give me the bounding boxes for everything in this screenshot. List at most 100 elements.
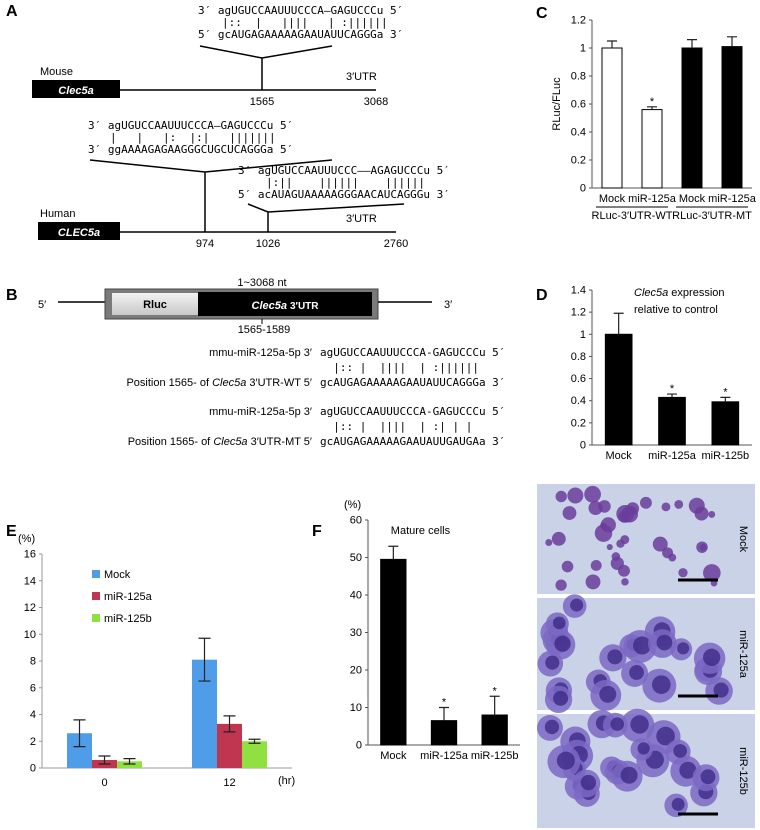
y-tick-label: 1.2 bbox=[571, 307, 586, 319]
cell bbox=[652, 536, 668, 552]
significance: * bbox=[650, 96, 655, 108]
pairing: |:|| |||||| |||||| bbox=[266, 176, 425, 189]
nucleus bbox=[673, 744, 688, 758]
error-bar bbox=[439, 706, 449, 721]
end-label: 3′ bbox=[444, 299, 452, 311]
nucleus bbox=[703, 648, 721, 666]
y-tick-label: 0.6 bbox=[571, 99, 586, 111]
gene-box bbox=[32, 80, 120, 98]
bar bbox=[242, 741, 267, 768]
label-part: Position 1565- of bbox=[126, 377, 212, 389]
y-tick-label: 30 bbox=[350, 627, 362, 639]
x-tick-label: miR-125a bbox=[420, 750, 469, 762]
position: 3068 bbox=[364, 96, 388, 108]
nucleus bbox=[552, 616, 566, 630]
error-bar bbox=[489, 695, 500, 715]
cell bbox=[594, 524, 613, 542]
x-tick-label: miR-125a bbox=[628, 193, 677, 205]
panel-label: B bbox=[6, 287, 18, 304]
micrographs: Mock miR-125a miR-125b bbox=[536, 484, 755, 828]
pairing: | | |: |:| ||||||| bbox=[110, 131, 276, 144]
y-tick-label: 60 bbox=[350, 515, 362, 527]
cell bbox=[590, 559, 602, 571]
micrograph-label: miR-125a bbox=[737, 630, 749, 679]
y-tick-label: 0.6 bbox=[571, 373, 586, 385]
error-bar bbox=[647, 106, 657, 110]
cell bbox=[618, 511, 630, 523]
species: Mouse bbox=[40, 66, 73, 78]
cell bbox=[584, 485, 601, 503]
nucleus bbox=[607, 649, 623, 665]
cell bbox=[611, 552, 621, 561]
nucleus bbox=[599, 685, 617, 703]
nucleus bbox=[671, 797, 685, 811]
error-bar bbox=[720, 396, 731, 402]
legend-label: Mock bbox=[104, 569, 131, 581]
y-tick-label: 40 bbox=[350, 590, 362, 602]
y-tick-label: 50 bbox=[350, 552, 362, 564]
row-label: mmu-miR-125a-5p 3′ bbox=[209, 347, 312, 359]
row-label: Position 1565- of Clec5a 3′UTR-MT 5′ bbox=[128, 436, 312, 448]
label-gene: Clec5a bbox=[212, 377, 246, 389]
nucleus bbox=[630, 715, 649, 734]
x-tick-label: miR-125b bbox=[701, 450, 749, 462]
site-label: 1565-1589 bbox=[238, 324, 291, 336]
y-tick-label: 2 bbox=[30, 736, 36, 748]
row-label: mmu-miR-125a-5p 3′ bbox=[209, 406, 312, 418]
alignment: mmu-miR-125a-5p 3′ agUGUCCAAUUUCCCA-GAGUC… bbox=[126, 346, 505, 448]
legend-label: miR-125a bbox=[104, 591, 153, 603]
utr-label: 3′UTR bbox=[346, 71, 377, 83]
nucleus bbox=[610, 717, 624, 731]
sequence: 3′ agUGUCCAAUUUCCCA–GAGUCCCu 5′ bbox=[198, 4, 403, 17]
nucleus bbox=[700, 769, 716, 785]
y-axis-label: (%) bbox=[344, 499, 361, 511]
cell bbox=[703, 564, 721, 582]
utr-box bbox=[198, 292, 372, 316]
nucleus bbox=[570, 598, 584, 612]
chart-title: relative to control bbox=[634, 304, 718, 316]
label-part: 3′UTR-MT 5′ bbox=[248, 436, 312, 448]
x-tick-label: 0 bbox=[101, 777, 107, 789]
cell bbox=[674, 499, 684, 509]
panel-label: C bbox=[536, 5, 548, 22]
connector bbox=[247, 203, 405, 232]
cell bbox=[661, 502, 671, 512]
connector bbox=[89, 159, 333, 232]
nucleus bbox=[545, 655, 560, 670]
panel-label: D bbox=[536, 287, 548, 304]
bar bbox=[380, 558, 407, 746]
x-tick-label: Mock bbox=[679, 193, 706, 205]
x-tick-label: Mock bbox=[606, 450, 633, 462]
y-tick-label: 0.2 bbox=[571, 417, 586, 429]
nucleus bbox=[677, 642, 690, 655]
bar bbox=[481, 714, 508, 746]
y-tick-label: 0 bbox=[356, 740, 362, 752]
x-tick-label: Mock bbox=[599, 193, 626, 205]
nucleus bbox=[652, 675, 671, 694]
y-tick-label: 6 bbox=[30, 682, 36, 694]
legend-label: miR-125b bbox=[104, 613, 152, 625]
cell bbox=[668, 553, 677, 562]
gene-box bbox=[38, 222, 120, 240]
sequence: 3′ ggAAAAGAGAAGGGCUGCUCAGGGa 5′ bbox=[88, 143, 293, 156]
panel-label: A bbox=[6, 3, 18, 20]
nucleus bbox=[556, 751, 575, 770]
significance: * bbox=[670, 383, 675, 395]
row-label: Position 1565- of Clec5a 3′UTR-WT 5′ bbox=[126, 377, 312, 389]
y-tick-label: 0.2 bbox=[571, 155, 586, 167]
sequence: |:: | |||| | :| | | bbox=[320, 420, 472, 433]
x-tick-label: miR-125a bbox=[708, 193, 757, 205]
sequence: 5′ acAUAGUAAAAAGGGAACAUCAGGGu 3′ bbox=[238, 188, 450, 201]
cell bbox=[555, 579, 567, 591]
y-tick-label: 0 bbox=[580, 183, 586, 195]
sequence: agUGUCCAAUUUCCCA-GAGUCCCu 5′ bbox=[320, 405, 505, 418]
error-bar bbox=[613, 312, 624, 335]
y-tick-label: 0.8 bbox=[571, 351, 586, 363]
title-part: Clec5a bbox=[634, 287, 668, 299]
sequence: gcAUGAGAAAAAGAAUAUUCAGGGa 3′ bbox=[320, 376, 505, 389]
cell bbox=[545, 538, 553, 546]
y-tick-label: 14 bbox=[24, 575, 36, 587]
panel-b: 1~3068 nt 5′ Rluc Clec5a 3′UTR 3′ 1565-15… bbox=[38, 277, 505, 448]
label-gene: Clec5a bbox=[213, 436, 247, 448]
